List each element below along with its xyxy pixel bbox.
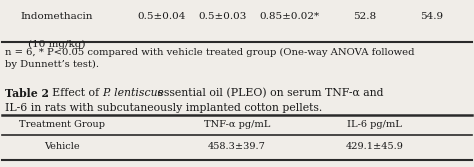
Text: 0.5±0.03: 0.5±0.03 (199, 12, 247, 21)
Text: 429.1±45.9: 429.1±45.9 (346, 142, 403, 151)
Text: (10 mg/kg): (10 mg/kg) (28, 40, 86, 49)
Text: : Effect of: : Effect of (45, 88, 103, 98)
Text: 0.5±0.04: 0.5±0.04 (137, 12, 185, 21)
Text: Indomethacin: Indomethacin (21, 12, 93, 21)
Text: essential oil (PLEO) on serum TNF-α and: essential oil (PLEO) on serum TNF-α and (154, 88, 383, 98)
Text: 52.8: 52.8 (354, 12, 376, 21)
Text: P. lentiscus: P. lentiscus (102, 88, 163, 98)
Text: Vehicle: Vehicle (44, 142, 80, 151)
Text: IL-6 in rats with subcutaneously implanted cotton pellets.: IL-6 in rats with subcutaneously implant… (5, 103, 322, 113)
Text: 0.85±0.02*: 0.85±0.02* (259, 12, 319, 21)
Text: Treatment Group: Treatment Group (18, 120, 105, 129)
Text: Table 2: Table 2 (5, 88, 49, 99)
Text: n = 6, * P<0.05 compared with vehicle treated group (One-way ANOVA followed
by D: n = 6, * P<0.05 compared with vehicle tr… (5, 48, 414, 69)
Text: 54.9: 54.9 (420, 12, 443, 21)
Text: IL-6 pg/mL: IL-6 pg/mL (347, 120, 402, 129)
Text: 458.3±39.7: 458.3±39.7 (208, 142, 266, 151)
Text: TNF-α pg/mL: TNF-α pg/mL (204, 120, 270, 129)
